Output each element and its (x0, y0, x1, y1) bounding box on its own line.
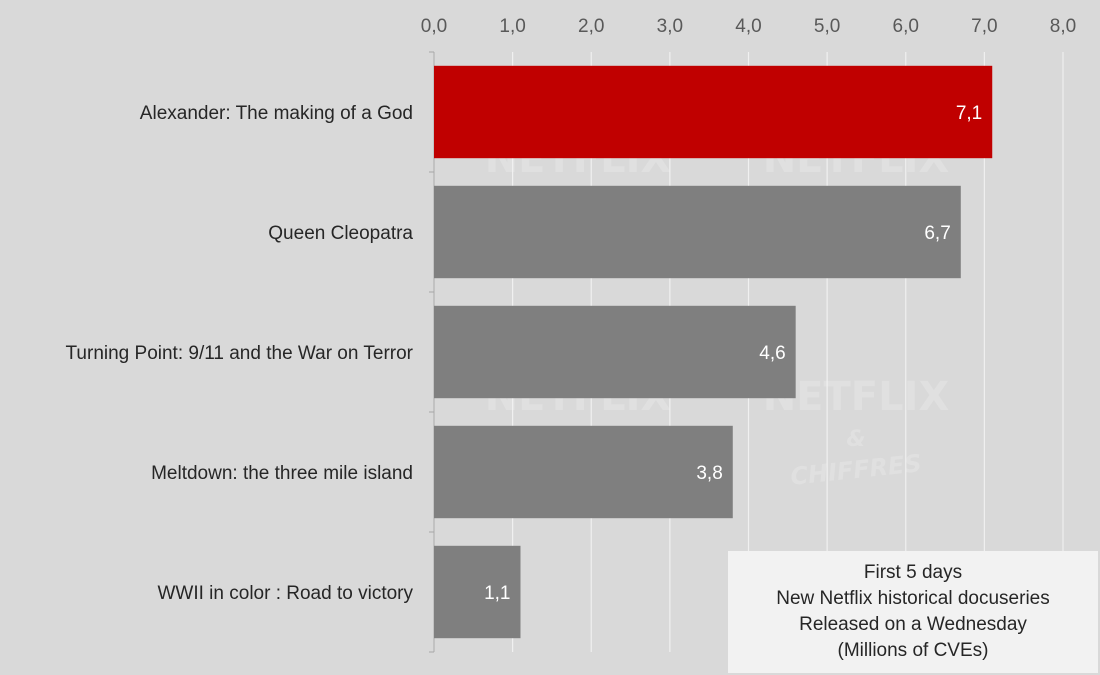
category-label: Turning Point: 9/11 and the War on Terro… (66, 343, 414, 364)
bar-2 (434, 305, 796, 399)
bar-3 (434, 425, 733, 519)
bar-value-label: 7,1 (956, 103, 982, 124)
category-label: Alexander: The making of a God (140, 103, 413, 124)
x-tick-label: 4,0 (735, 16, 761, 37)
bar-value-label: 3,8 (696, 463, 722, 484)
watermark-amp-1: & (846, 427, 865, 452)
annotation-box: First 5 days New Netflix historical docu… (728, 551, 1098, 673)
bar-value-label: 1,1 (484, 583, 510, 604)
bar-0 (434, 65, 993, 159)
bar-value-label: 4,6 (759, 343, 785, 364)
watermark-sub-1: CHIFFRES (789, 449, 923, 491)
x-tick-label: 8,0 (1050, 16, 1076, 37)
x-tick-label: 6,0 (893, 16, 919, 37)
annotation-line-2: New Netflix historical docuseries (776, 588, 1050, 609)
bar-4 (434, 545, 521, 639)
annotation-line-4: (Millions of CVEs) (837, 640, 989, 661)
x-tick-label: 5,0 (814, 16, 840, 37)
bar-1 (434, 185, 961, 279)
category-label: Meltdown: the three mile island (151, 463, 413, 484)
category-label: Queen Cleopatra (268, 223, 413, 244)
x-tick-label: 0,0 (421, 16, 447, 37)
annotation-line-1: First 5 days (863, 562, 963, 583)
category-label: WWII in color : Road to victory (157, 583, 413, 604)
annotation-line-3: Released on a Wednesday (799, 614, 1027, 635)
x-tick-label: 7,0 (971, 16, 997, 37)
x-tick-label: 1,0 (499, 16, 525, 37)
x-tick-label: 2,0 (578, 16, 604, 37)
x-tick-label: 3,0 (657, 16, 683, 37)
bar-value-label: 6,7 (924, 223, 950, 244)
